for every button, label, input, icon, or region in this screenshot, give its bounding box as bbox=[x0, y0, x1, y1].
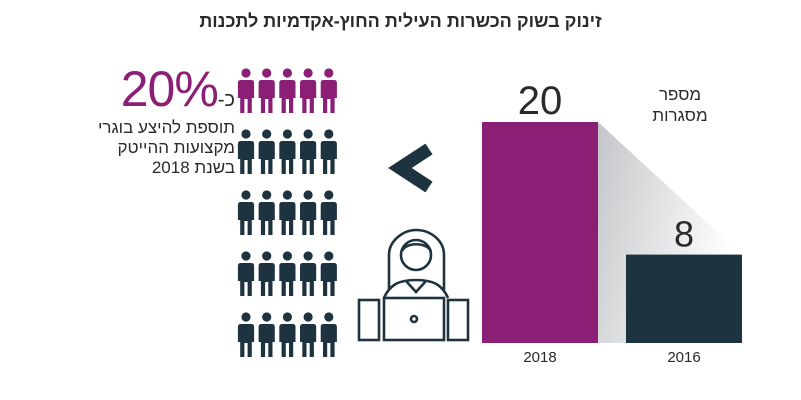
person-icon bbox=[279, 190, 296, 235]
stat-value-row: כ-20% bbox=[95, 62, 235, 116]
person-icon bbox=[300, 129, 317, 174]
programmer-laptop-icon bbox=[357, 228, 470, 342]
person-icon-highlighted bbox=[300, 68, 317, 113]
person-icon bbox=[258, 190, 275, 235]
person-icon bbox=[320, 251, 337, 296]
person-icon bbox=[279, 129, 296, 174]
x-tick-label-2016: 2016 bbox=[667, 349, 700, 366]
person-icon bbox=[258, 129, 275, 174]
person-icon bbox=[300, 251, 317, 296]
bar-2016 bbox=[626, 254, 742, 343]
stat-prefix: כ- bbox=[217, 89, 235, 111]
person-icon bbox=[300, 312, 317, 357]
chart-title: זינוק בשוק הכשרות העילית החוץ-אקדמיות לת… bbox=[199, 11, 602, 31]
person-icon-highlighted bbox=[320, 68, 337, 113]
person-icon bbox=[320, 312, 337, 357]
stat-value: 20% bbox=[120, 61, 219, 117]
data-label-2018: 20 bbox=[518, 79, 563, 123]
bar-chart: 20 2018 8 2016 bbox=[482, 79, 742, 366]
person-icon bbox=[279, 251, 296, 296]
person-icon bbox=[258, 251, 275, 296]
bar-2018 bbox=[482, 122, 598, 343]
person-icon bbox=[237, 312, 255, 357]
person-icon bbox=[237, 251, 255, 296]
chevron-left-icon bbox=[388, 143, 433, 193]
person-icon bbox=[320, 190, 337, 235]
person-icon bbox=[320, 129, 337, 174]
x-tick-label-2018: 2018 bbox=[523, 349, 556, 366]
data-label-2016: 8 bbox=[674, 214, 694, 255]
stat-callout: כ-20% תוספת להיצע בוגרי מקצועות ההייטק ב… bbox=[95, 62, 235, 178]
person-icon-highlighted bbox=[258, 68, 275, 113]
person-icon-highlighted bbox=[237, 68, 255, 113]
person-icon bbox=[279, 312, 296, 357]
person-icon bbox=[237, 129, 255, 174]
y-axis-label: מספר מסגרות bbox=[652, 85, 708, 125]
person-icon bbox=[300, 190, 317, 235]
person-icon bbox=[258, 312, 275, 357]
people-icon bbox=[237, 68, 337, 357]
person-icon-highlighted bbox=[279, 68, 296, 113]
stat-description: תוספת להיצע בוגרי מקצועות ההייטק בשנת 20… bbox=[98, 118, 235, 177]
person-icon bbox=[237, 190, 255, 235]
